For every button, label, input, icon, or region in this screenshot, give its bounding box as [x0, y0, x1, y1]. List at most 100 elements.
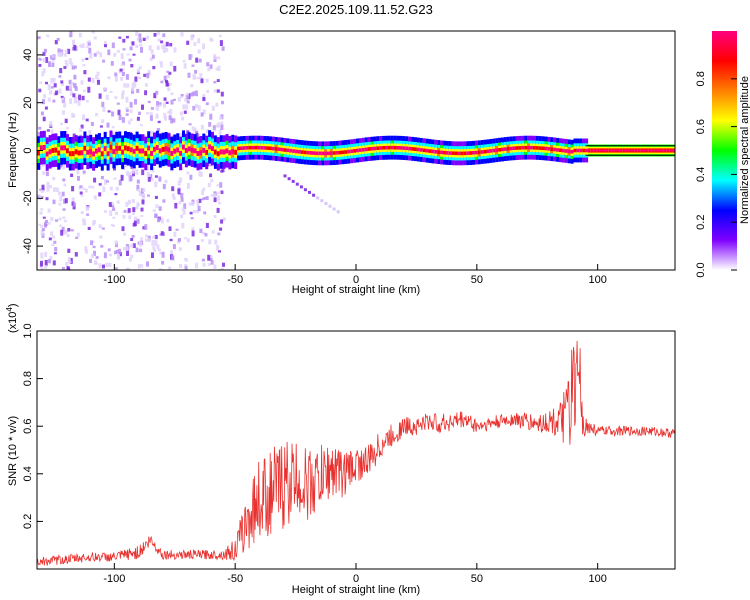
spectrogram-noise-cell	[129, 118, 133, 121]
spectrogram-noise-cell	[68, 58, 72, 64]
spectrogram-noise-cell	[188, 202, 192, 206]
spectrogram-noise-cell	[67, 256, 71, 262]
spectrogram-noise-cell	[91, 31, 95, 34]
spectrogram-noise-cell	[86, 206, 90, 211]
spectrogram-ridge-cell	[196, 151, 200, 156]
spectrogram-noise-cell	[73, 44, 77, 51]
spectrogram-noise-cell	[82, 171, 86, 174]
spectrogram-noise-cell	[143, 134, 147, 139]
spectrogram-noise-cell	[93, 53, 97, 57]
spectrogram-ridge-cell	[640, 149, 644, 152]
spectrogram-noise-cell	[182, 60, 186, 63]
spectrogram-noise-cell	[78, 94, 82, 101]
spectrogram-noise-cell	[125, 96, 129, 103]
spectrogram-noise-cell	[218, 250, 221, 253]
spectrogram-noise-cell	[172, 98, 176, 101]
spectrogram-ridge-cell	[625, 149, 629, 152]
spectrogram-noise-cell	[111, 202, 114, 206]
spectrogram-noise-cell	[131, 171, 135, 177]
spectrogram-y-tick-label: 20	[22, 97, 34, 109]
spectrogram-noise-cell	[81, 43, 85, 49]
spectrogram-noise-cell	[217, 65, 221, 71]
spectrogram-ridge-cell	[382, 146, 386, 150]
spectrogram-noise-cell	[70, 173, 74, 177]
spectrogram-noise-cell	[174, 202, 178, 209]
spectrogram-noise-cell	[127, 120, 131, 125]
spectrogram-noise-cell	[154, 214, 158, 218]
spectrogram-noise-cell	[165, 81, 169, 87]
spectrogram-noise-cell	[141, 104, 144, 110]
spectrogram-ridge-cell	[419, 148, 423, 152]
spectrogram-ridge-cell	[89, 149, 93, 155]
snr-x-tick-label: -100	[103, 573, 125, 585]
spectrogram-noise-cell	[219, 182, 223, 188]
spectrogram-noise-cell	[38, 126, 42, 130]
spectrogram-noise-cell	[84, 246, 88, 252]
spectrogram-ridge-cell	[538, 146, 542, 150]
spectrogram-noise-cell	[75, 96, 79, 99]
spectrogram-ridge-cell	[199, 150, 203, 156]
spectrogram-noise-cell	[76, 168, 80, 175]
spectrogram-noise-cell	[121, 93, 124, 100]
spectrogram-noise-cell	[122, 215, 126, 219]
snr-x-tick-label: -50	[227, 573, 243, 585]
spectrogram-ridge-cell	[593, 149, 597, 152]
spectrogram-noise-cell	[40, 230, 44, 236]
spectrogram-noise-cell	[123, 83, 127, 88]
spectrogram-noise-cell	[179, 177, 183, 183]
spectrogram-ridge-cell	[524, 145, 528, 150]
spectrogram-ridge-cell	[579, 148, 583, 153]
spectrogram-streak-cell	[283, 174, 287, 178]
spectrogram-ridge-cell	[445, 151, 449, 155]
spectrogram-noise-cell	[168, 226, 172, 231]
spectrogram-ridge-cell	[234, 149, 238, 155]
spectrogram-ridge-cell	[617, 149, 620, 152]
spectrogram-noise-cell	[63, 102, 67, 108]
spectrogram-ridge-cell	[669, 149, 673, 152]
spectrogram-noise-cell	[131, 87, 135, 91]
spectrogram-noise-cell	[163, 102, 167, 108]
spectrogram-noise-cell	[203, 197, 207, 200]
spectrogram-noise-cell	[117, 109, 121, 116]
spectrogram-noise-cell	[163, 97, 167, 101]
spectrogram-noise-cell	[156, 31, 160, 36]
spectrogram-noise-cell	[105, 262, 109, 267]
spectrogram-noise-cell	[123, 247, 126, 251]
spectrogram-noise-cell	[216, 79, 220, 82]
spectrogram-noise-cell	[165, 41, 169, 47]
spectrogram-noise-cell	[162, 183, 166, 190]
spectrogram-ridge-cell	[521, 145, 525, 150]
spectrogram-ridge-cell	[126, 146, 130, 152]
spectrogram-noise-cell	[149, 57, 153, 61]
spectrogram-ridge-cell	[448, 151, 452, 155]
spectrogram-noise-cell	[169, 238, 173, 242]
spectrogram-noise-cell	[190, 84, 194, 88]
spectrogram-noise-cell	[72, 39, 75, 46]
spectrogram-noise-cell	[52, 176, 56, 181]
spectrogram-noise-cell	[121, 68, 125, 71]
spectrogram-noise-cell	[220, 169, 224, 173]
spectrogram-noise-cell	[38, 194, 42, 201]
spectrogram-ridge-cell	[553, 147, 557, 152]
spectrogram-noise-cell	[200, 78, 204, 84]
spectrogram-noise-cell	[159, 251, 163, 255]
spectrogram-noise-cell	[82, 114, 86, 121]
snr-plot-area	[37, 331, 675, 569]
spectrogram-noise-cell	[102, 107, 106, 112]
spectrogram-noise-cell	[87, 42, 91, 46]
spectrogram-noise-cell	[40, 268, 44, 270]
spectrogram-noise-cell	[121, 226, 125, 232]
spectrogram-noise-cell	[186, 171, 190, 175]
spectrogram-ridge-cell	[657, 149, 661, 152]
spectrogram-noise-cell	[191, 201, 195, 206]
spectrogram-ridge-cell	[347, 149, 351, 154]
spectrogram-noise-cell	[70, 62, 74, 67]
spectrogram-noise-cell	[155, 113, 159, 119]
spectrogram-noise-cell	[199, 228, 203, 234]
spectrogram-noise-cell	[206, 90, 210, 93]
spectrogram-noise-cell	[138, 264, 141, 269]
spectrogram-ridge-cell	[350, 149, 354, 154]
spectrogram-ridge-cell	[327, 151, 330, 156]
spectrogram-noise-cell	[165, 48, 169, 52]
spectrogram-noise-cell	[177, 180, 181, 186]
